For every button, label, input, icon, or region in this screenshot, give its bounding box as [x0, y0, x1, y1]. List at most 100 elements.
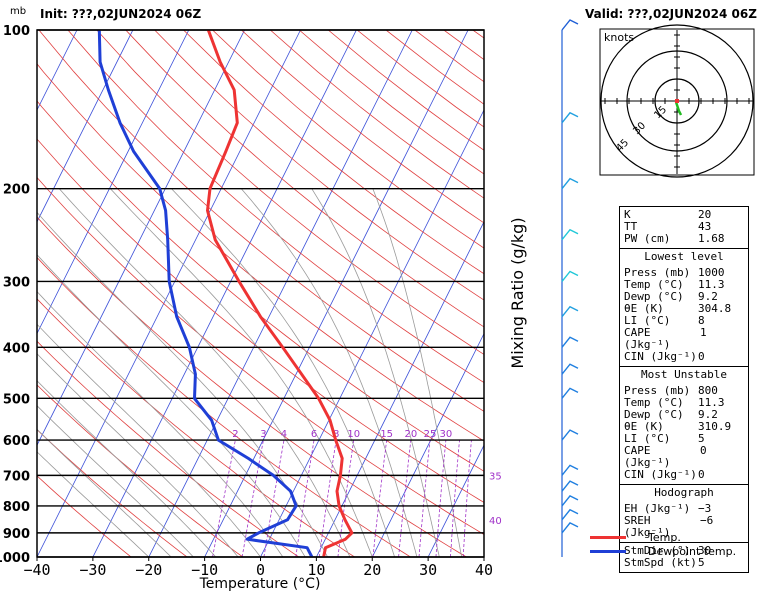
isotherm-line: [204, 30, 469, 557]
temperature-tick-label: −20: [135, 561, 162, 579]
moist-adiabat-line: [58, 188, 351, 557]
mixing-ratio-label: 15: [380, 429, 393, 440]
moist-adiabat-line: [37, 380, 217, 557]
wind-barb: [561, 387, 579, 399]
dry-adiabat-line: [37, 63, 484, 442]
sounding-series: [97, 30, 354, 557]
mixing-ratio-line: [462, 440, 472, 557]
mixing-ratio-line: [295, 440, 315, 557]
isotherm-line: [37, 30, 134, 223]
mixing-ratio-label: 8: [333, 429, 339, 440]
isotherm-line: [316, 220, 484, 557]
isotherm-line: [92, 30, 357, 557]
temperature-tick-label: −40: [23, 561, 50, 579]
wind-barb: [561, 177, 579, 190]
wind-barb: [561, 522, 579, 534]
mixing-ratio-label: 20: [404, 429, 417, 440]
storm-motion-marker: [675, 99, 679, 103]
wind-barb: [561, 111, 579, 124]
pw-row: PW (cm) 1.68: [624, 232, 725, 245]
mb-label: mb: [10, 6, 26, 17]
temperature-tick-label: −10: [191, 561, 218, 579]
mixing-ratio-line: [418, 440, 431, 557]
lowest-level-title: Lowest level: [620, 248, 748, 265]
isotherm-line: [148, 30, 413, 557]
wind-barb-profile: [561, 19, 579, 557]
wind-barb: [561, 464, 579, 476]
mixing-ratio-line: [212, 440, 236, 557]
wind-barb: [561, 228, 579, 241]
pressure-tick-label: 700: [3, 469, 30, 484]
index-row: StmSpd (kt) 5: [624, 556, 705, 569]
init-time: Init: ???,02JUN2024 06Z: [40, 7, 202, 21]
x-axis-label: Temperature (°C): [199, 576, 321, 591]
dry-adiabat-line: [37, 100, 484, 472]
index-row: CAPE (Jkg⁻¹) 1: [624, 326, 707, 351]
mixing-ratio-label: 30: [440, 429, 453, 440]
indices-table: K 20 TT 43 PW (cm) 1.68 Lowest level Press …: [619, 206, 749, 573]
temperature-tick-label: 0: [256, 561, 265, 579]
index-row: CIN (Jkg⁻¹) 0: [624, 350, 705, 363]
series-line: [97, 30, 314, 557]
index-row: Dewp (°C) 9.2: [624, 408, 718, 421]
dry-adiabat-line: [37, 256, 411, 557]
mixing-ratio-label: 2: [232, 429, 238, 440]
wind-barb: [561, 508, 579, 521]
moist-adiabat-line: [37, 211, 328, 557]
pressure-tick-labels: 1000 900 800 700 600 500 400 300 200 100: [0, 24, 30, 566]
mixing-ratio-label: 25: [424, 429, 437, 440]
dry-adiabat-line: [37, 340, 300, 557]
wind-barb: [561, 270, 579, 282]
dry-adiabat-line: [67, 30, 484, 384]
index-row: EH (Jkg⁻¹) −3: [624, 502, 712, 515]
most-unstable-rows: Press (mb) 800 Temp (°C) 11.3 Dewp (°C) 9.2 θE…: [620, 383, 748, 484]
isotherm-line: [37, 30, 301, 557]
pressure-tick-label: 300: [3, 275, 30, 290]
dry-adiabat-line: [37, 475, 132, 557]
pressure-tick-label: 1000: [0, 551, 30, 566]
storm-rows: StmDir (°) 30 StmSpd (kt) 5: [620, 542, 748, 572]
temperature-tick-label: 30: [419, 561, 437, 579]
isotherm-line: [37, 30, 190, 335]
index-row: θE (K) 304.8: [624, 302, 732, 315]
index-row: Press (mb) 800: [624, 384, 718, 397]
dry-adiabat-line: [154, 30, 484, 301]
series-line: [206, 30, 354, 557]
temperature-tick-labels: −40 −30 −20 −10 0 10 20 30 40: [23, 557, 493, 579]
index-row: CAPE (Jkg⁻¹) 0: [624, 444, 707, 469]
dry-adiabat-line: [37, 298, 355, 557]
hodograph-trace: [674, 101, 683, 116]
dry-adiabat-line: [183, 30, 484, 275]
pressure-tick-label: 200: [3, 183, 30, 198]
hodograph-rows: EH (Jkg⁻¹) −3 SREH (Jkg⁻¹) −6: [620, 501, 748, 542]
hodograph-title: Hodograph: [620, 484, 748, 501]
wind-barb: [561, 429, 579, 441]
mixing-ratio-label: 4: [281, 429, 287, 440]
lowest-level-rows: Press (mb) 1000 Temp (°C) 11.3 Dewp (°C) 9.2 θ…: [620, 265, 748, 366]
index-row: CIN (Jkg⁻¹) 0: [624, 468, 705, 481]
isotherm-line: [371, 332, 484, 557]
mixing-ratio-line: [435, 440, 447, 557]
index-row: Temp (°C) 11.3: [624, 396, 725, 409]
moist-adiabat-line: [37, 254, 306, 557]
pressure-tick-label: 100: [3, 24, 30, 39]
mixing-ratio-side-label: 35: [489, 471, 502, 482]
index-row: StmDir (°) 30: [624, 544, 712, 557]
temperature-tick-label: 40: [475, 561, 493, 579]
legend-dewpoint: Dewpoint temp.: [590, 544, 736, 558]
dry-adiabat-line: [37, 138, 484, 503]
mixing-ratio-label: 3: [260, 429, 266, 440]
dry-adiabat-line: [125, 30, 484, 328]
isotherm-line: [427, 444, 484, 557]
temperature-tick-label: −30: [79, 561, 106, 579]
legend-temp: Temp.: [590, 530, 736, 544]
mixing-ratio-label: 6: [311, 429, 317, 440]
pressure-tick-label: 500: [3, 392, 30, 407]
dry-adiabat-line: [212, 30, 484, 249]
temperature-tick-label: 20: [363, 561, 381, 579]
mixing-ratio-axis-label: Mixing Ratio (g/kg): [508, 217, 527, 368]
dry-adiabat-line: [37, 384, 244, 557]
wind-barb: [561, 336, 579, 348]
